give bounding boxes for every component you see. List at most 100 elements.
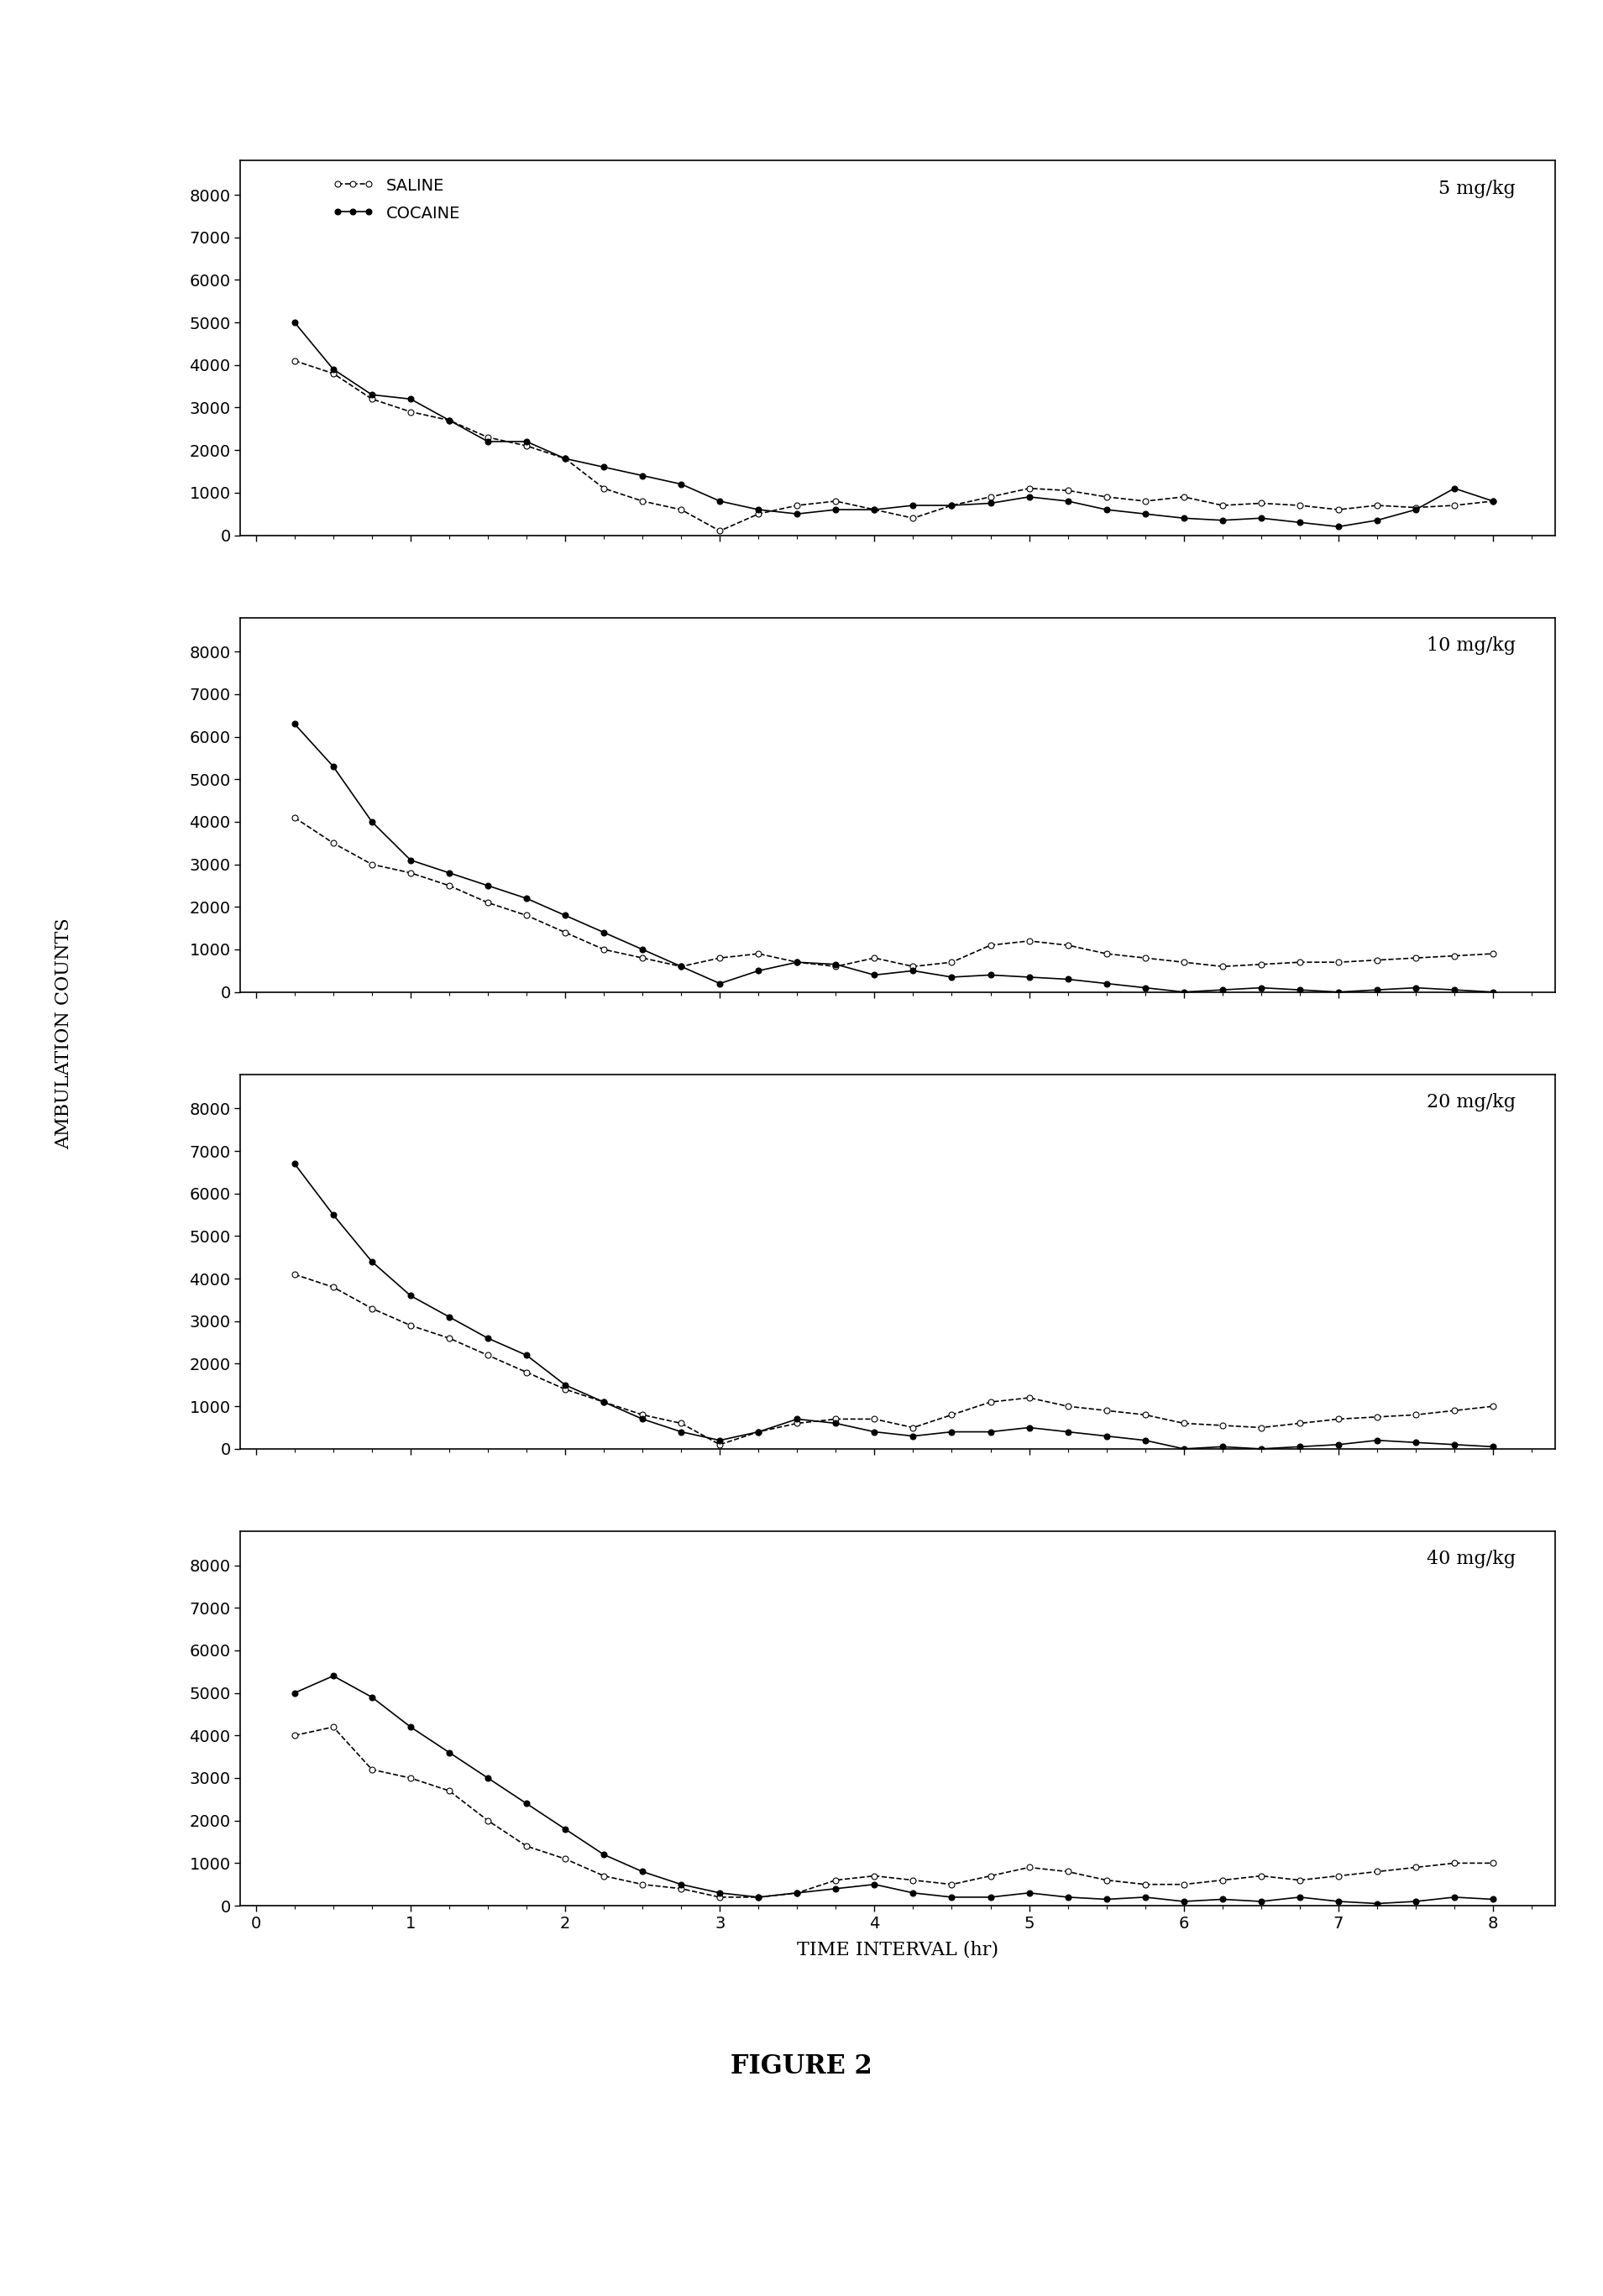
- SALINE: [556, 1375, 575, 1403]
- SALINE: [401, 1763, 420, 1791]
- COCAINE: [362, 808, 382, 836]
- COCAINE: [1213, 976, 1233, 1003]
- SALINE: [595, 475, 614, 503]
- COCAINE: [1252, 505, 1271, 533]
- SALINE: [749, 501, 768, 528]
- SALINE: [1173, 1871, 1193, 1899]
- SALINE: [1329, 948, 1348, 976]
- COCAINE: [595, 918, 614, 946]
- COCAINE: [633, 461, 652, 489]
- COCAINE: [1290, 1883, 1310, 1910]
- COCAINE: [1444, 1883, 1464, 1910]
- COCAINE: [904, 491, 923, 519]
- Line: SALINE: SALINE: [292, 1724, 1496, 1901]
- COCAINE: [478, 872, 497, 900]
- SALINE: [826, 1405, 845, 1433]
- COCAINE: [1444, 475, 1464, 503]
- SALINE: [1406, 1853, 1425, 1880]
- COCAINE: [749, 1419, 768, 1446]
- SALINE: [1173, 948, 1193, 976]
- COCAINE: [633, 1405, 652, 1433]
- COCAINE: [516, 1791, 535, 1818]
- COCAINE: [1252, 974, 1271, 1001]
- SALINE: [672, 1876, 691, 1903]
- COCAINE: [826, 496, 845, 523]
- SALINE: [787, 1878, 806, 1906]
- Text: 40 mg/kg: 40 mg/kg: [1427, 1550, 1515, 1568]
- COCAINE: [401, 1713, 420, 1740]
- SALINE: [439, 1325, 458, 1352]
- SALINE: [1290, 1410, 1310, 1437]
- SALINE: [710, 944, 729, 971]
- SALINE: [285, 1261, 305, 1288]
- SALINE: [324, 1713, 343, 1740]
- SALINE: [324, 1274, 343, 1302]
- COCAINE: [787, 1878, 806, 1906]
- SALINE: [672, 496, 691, 523]
- SALINE: [478, 422, 497, 450]
- COCAINE: [478, 1763, 497, 1791]
- COCAINE: [981, 1883, 1000, 1910]
- COCAINE: [439, 859, 458, 886]
- SALINE: [362, 386, 382, 413]
- COCAINE: [904, 1878, 923, 1906]
- SALINE: [1329, 1405, 1348, 1433]
- SALINE: [1290, 1867, 1310, 1894]
- COCAINE: [1213, 1885, 1233, 1913]
- COCAINE: [1329, 512, 1348, 540]
- COCAINE: [1367, 1426, 1387, 1453]
- SALINE: [904, 505, 923, 533]
- SALINE: [516, 902, 535, 930]
- COCAINE: [1483, 1885, 1502, 1913]
- COCAINE: [285, 709, 305, 737]
- COCAINE: [1367, 976, 1387, 1003]
- COCAINE: [981, 1419, 1000, 1446]
- SALINE: [1252, 1414, 1271, 1442]
- SALINE: [439, 872, 458, 900]
- SALINE: [633, 1401, 652, 1428]
- COCAINE: [285, 308, 305, 335]
- SALINE: [1058, 932, 1077, 960]
- SALINE: [672, 1410, 691, 1437]
- SALINE: [943, 1871, 962, 1899]
- COCAINE: [710, 487, 729, 514]
- COCAINE: [324, 1201, 343, 1228]
- SALINE: [362, 1756, 382, 1784]
- SALINE: [285, 347, 305, 374]
- Text: FIGURE 2: FIGURE 2: [731, 2053, 872, 2080]
- SALINE: [1290, 948, 1310, 976]
- COCAINE: [478, 427, 497, 455]
- SALINE: [595, 937, 614, 964]
- COCAINE: [1096, 496, 1116, 523]
- COCAINE: [285, 1678, 305, 1706]
- SALINE: [362, 850, 382, 877]
- SALINE: [1213, 1867, 1233, 1894]
- SALINE: [1367, 491, 1387, 519]
- SALINE: [1367, 1403, 1387, 1430]
- SALINE: [633, 487, 652, 514]
- SALINE: [1135, 487, 1154, 514]
- SALINE: [1252, 1862, 1271, 1890]
- COCAINE: [866, 962, 885, 990]
- COCAINE: [1329, 978, 1348, 1006]
- SALINE: [1213, 1412, 1233, 1440]
- SALINE: [826, 1867, 845, 1894]
- COCAINE: [1135, 501, 1154, 528]
- Text: AMBULATION COUNTS: AMBULATION COUNTS: [55, 918, 74, 1148]
- COCAINE: [1096, 1885, 1116, 1913]
- SALINE: [710, 1430, 729, 1458]
- SALINE: [1444, 1396, 1464, 1424]
- COCAINE: [1483, 487, 1502, 514]
- COCAINE: [981, 489, 1000, 517]
- SALINE: [285, 804, 305, 831]
- SALINE: [478, 1807, 497, 1835]
- SALINE: [556, 918, 575, 946]
- SALINE: [1252, 951, 1271, 978]
- Line: COCAINE: COCAINE: [292, 721, 1496, 994]
- Line: SALINE: SALINE: [292, 1272, 1496, 1446]
- COCAINE: [1406, 496, 1425, 523]
- SALINE: [981, 1862, 1000, 1890]
- COCAINE: [516, 427, 535, 455]
- SALINE: [866, 496, 885, 523]
- COCAINE: [324, 1662, 343, 1690]
